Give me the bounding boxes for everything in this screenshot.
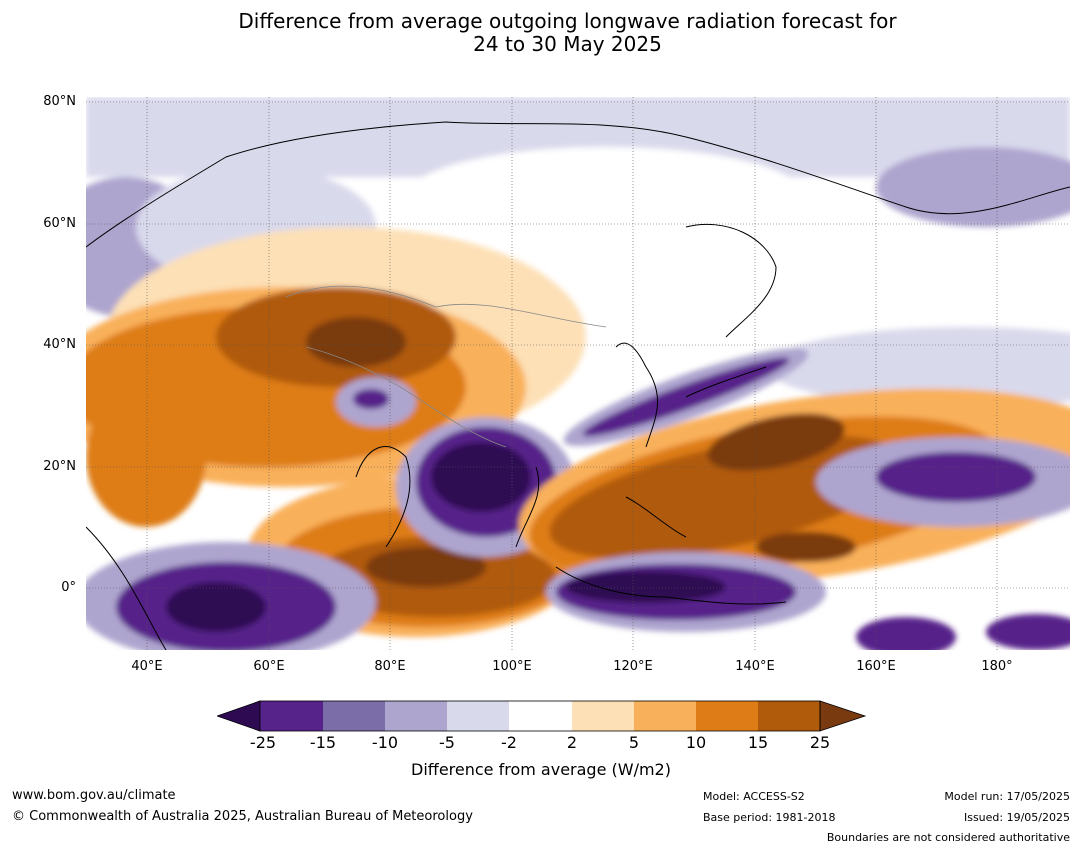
pacific-north-lavender [766,327,1070,407]
colorbar-segment-1 [260,701,323,731]
coastlines [86,121,1070,650]
country-borders [285,285,607,448]
olr-anomaly-map [86,97,1070,650]
west-indian-ocean-dark-purple [166,582,266,632]
lon-label-40e: 40°E [131,659,163,674]
title-line-2: 24 to 30 May 2025 [473,32,662,56]
indian-ocean-dark-brown [366,547,486,587]
colorbar-segment-5 [509,701,572,731]
lat-label-80n: 80°N [43,94,76,109]
colorbar-frame [259,700,821,732]
colorbar-segment-8 [696,701,758,731]
colorbar-tick-10: 10 [685,733,707,752]
colorbar-tick-m2: -2 [501,733,517,752]
lon-label-60e: 60°E [253,659,285,674]
colorbar-segment-3 [385,701,447,731]
footer-base-period: Base period: 1981-2018 [703,811,836,824]
indonesia-dark-purple [566,571,726,603]
lon-label-180: 180° [981,659,1013,674]
lat-label-20n: 20°N [43,459,76,474]
lat-label-0: 0° [61,580,76,595]
lat-label-60n: 60°N [43,216,76,231]
lat-label-40n: 40°N [43,337,76,352]
footer-disclaimer: Boundaries are not considered authoritat… [826,831,1070,844]
footer-model-run: Model run: 17/05/2025 [944,790,1070,803]
lon-label-160e: 160°E [856,659,896,674]
lon-label-140e: 140°E [735,659,775,674]
colorbar-tick-m10: -10 [371,733,399,752]
bengal-dark-purple [431,442,531,512]
central-pacific-purple [876,452,1036,502]
pacific-dark-brown [707,413,845,471]
colorbar-tick-15: 15 [747,733,769,752]
far-pacific-purple [986,614,1070,650]
colorbar-segment-6 [572,701,634,731]
anomaly-field [86,97,1070,650]
colorbar-tick-2: 2 [566,733,578,752]
map-svg [86,97,1070,650]
arabia-dark-orange [86,387,206,527]
colorbar-segment-4 [447,701,509,731]
colorbar-tick-25: 25 [809,733,831,752]
lon-label-80e: 80°E [374,659,406,674]
footer-issued: Issued: 19/05/2025 [963,811,1070,824]
colorbar-segment-9 [758,701,820,731]
south-pacific-purple [856,617,956,650]
graticule [86,97,1070,650]
central-asia-dark-brown [306,317,406,367]
colorbar-max-arrow [819,700,867,732]
colorbar-tick-m25: -25 [249,733,277,752]
title-line-1: Difference from average outgoing longwav… [238,9,897,33]
philippines-dark-brown [756,532,856,562]
pacific-brown [549,435,903,559]
footer-model: Model: ACCESS-S2 [703,790,805,803]
colorbar-title: Difference from average (W/m2) [411,760,671,779]
colorbar-segment-2 [323,701,385,731]
footer-copyright: © Commonwealth of Australia 2025, Austra… [12,809,473,824]
colorbar-tick-5: 5 [628,733,640,752]
ne-siberia-purple [876,147,1070,227]
footer-url[interactable]: www.bom.gov.au/climate [12,788,176,803]
lon-label-120e: 120°E [613,659,653,674]
central-siberia-white [406,147,806,247]
colorbar-segment-7 [634,701,696,731]
colorbar-tick-m15: -15 [309,733,337,752]
colorbar-tick-m5: -5 [439,733,455,752]
tibet-purple [353,389,389,409]
colorbar [217,700,867,732]
lon-label-100e: 100°E [492,659,532,674]
map-title: Difference from average outgoing longwav… [0,10,1081,56]
colorbar-min-arrow [217,700,261,732]
